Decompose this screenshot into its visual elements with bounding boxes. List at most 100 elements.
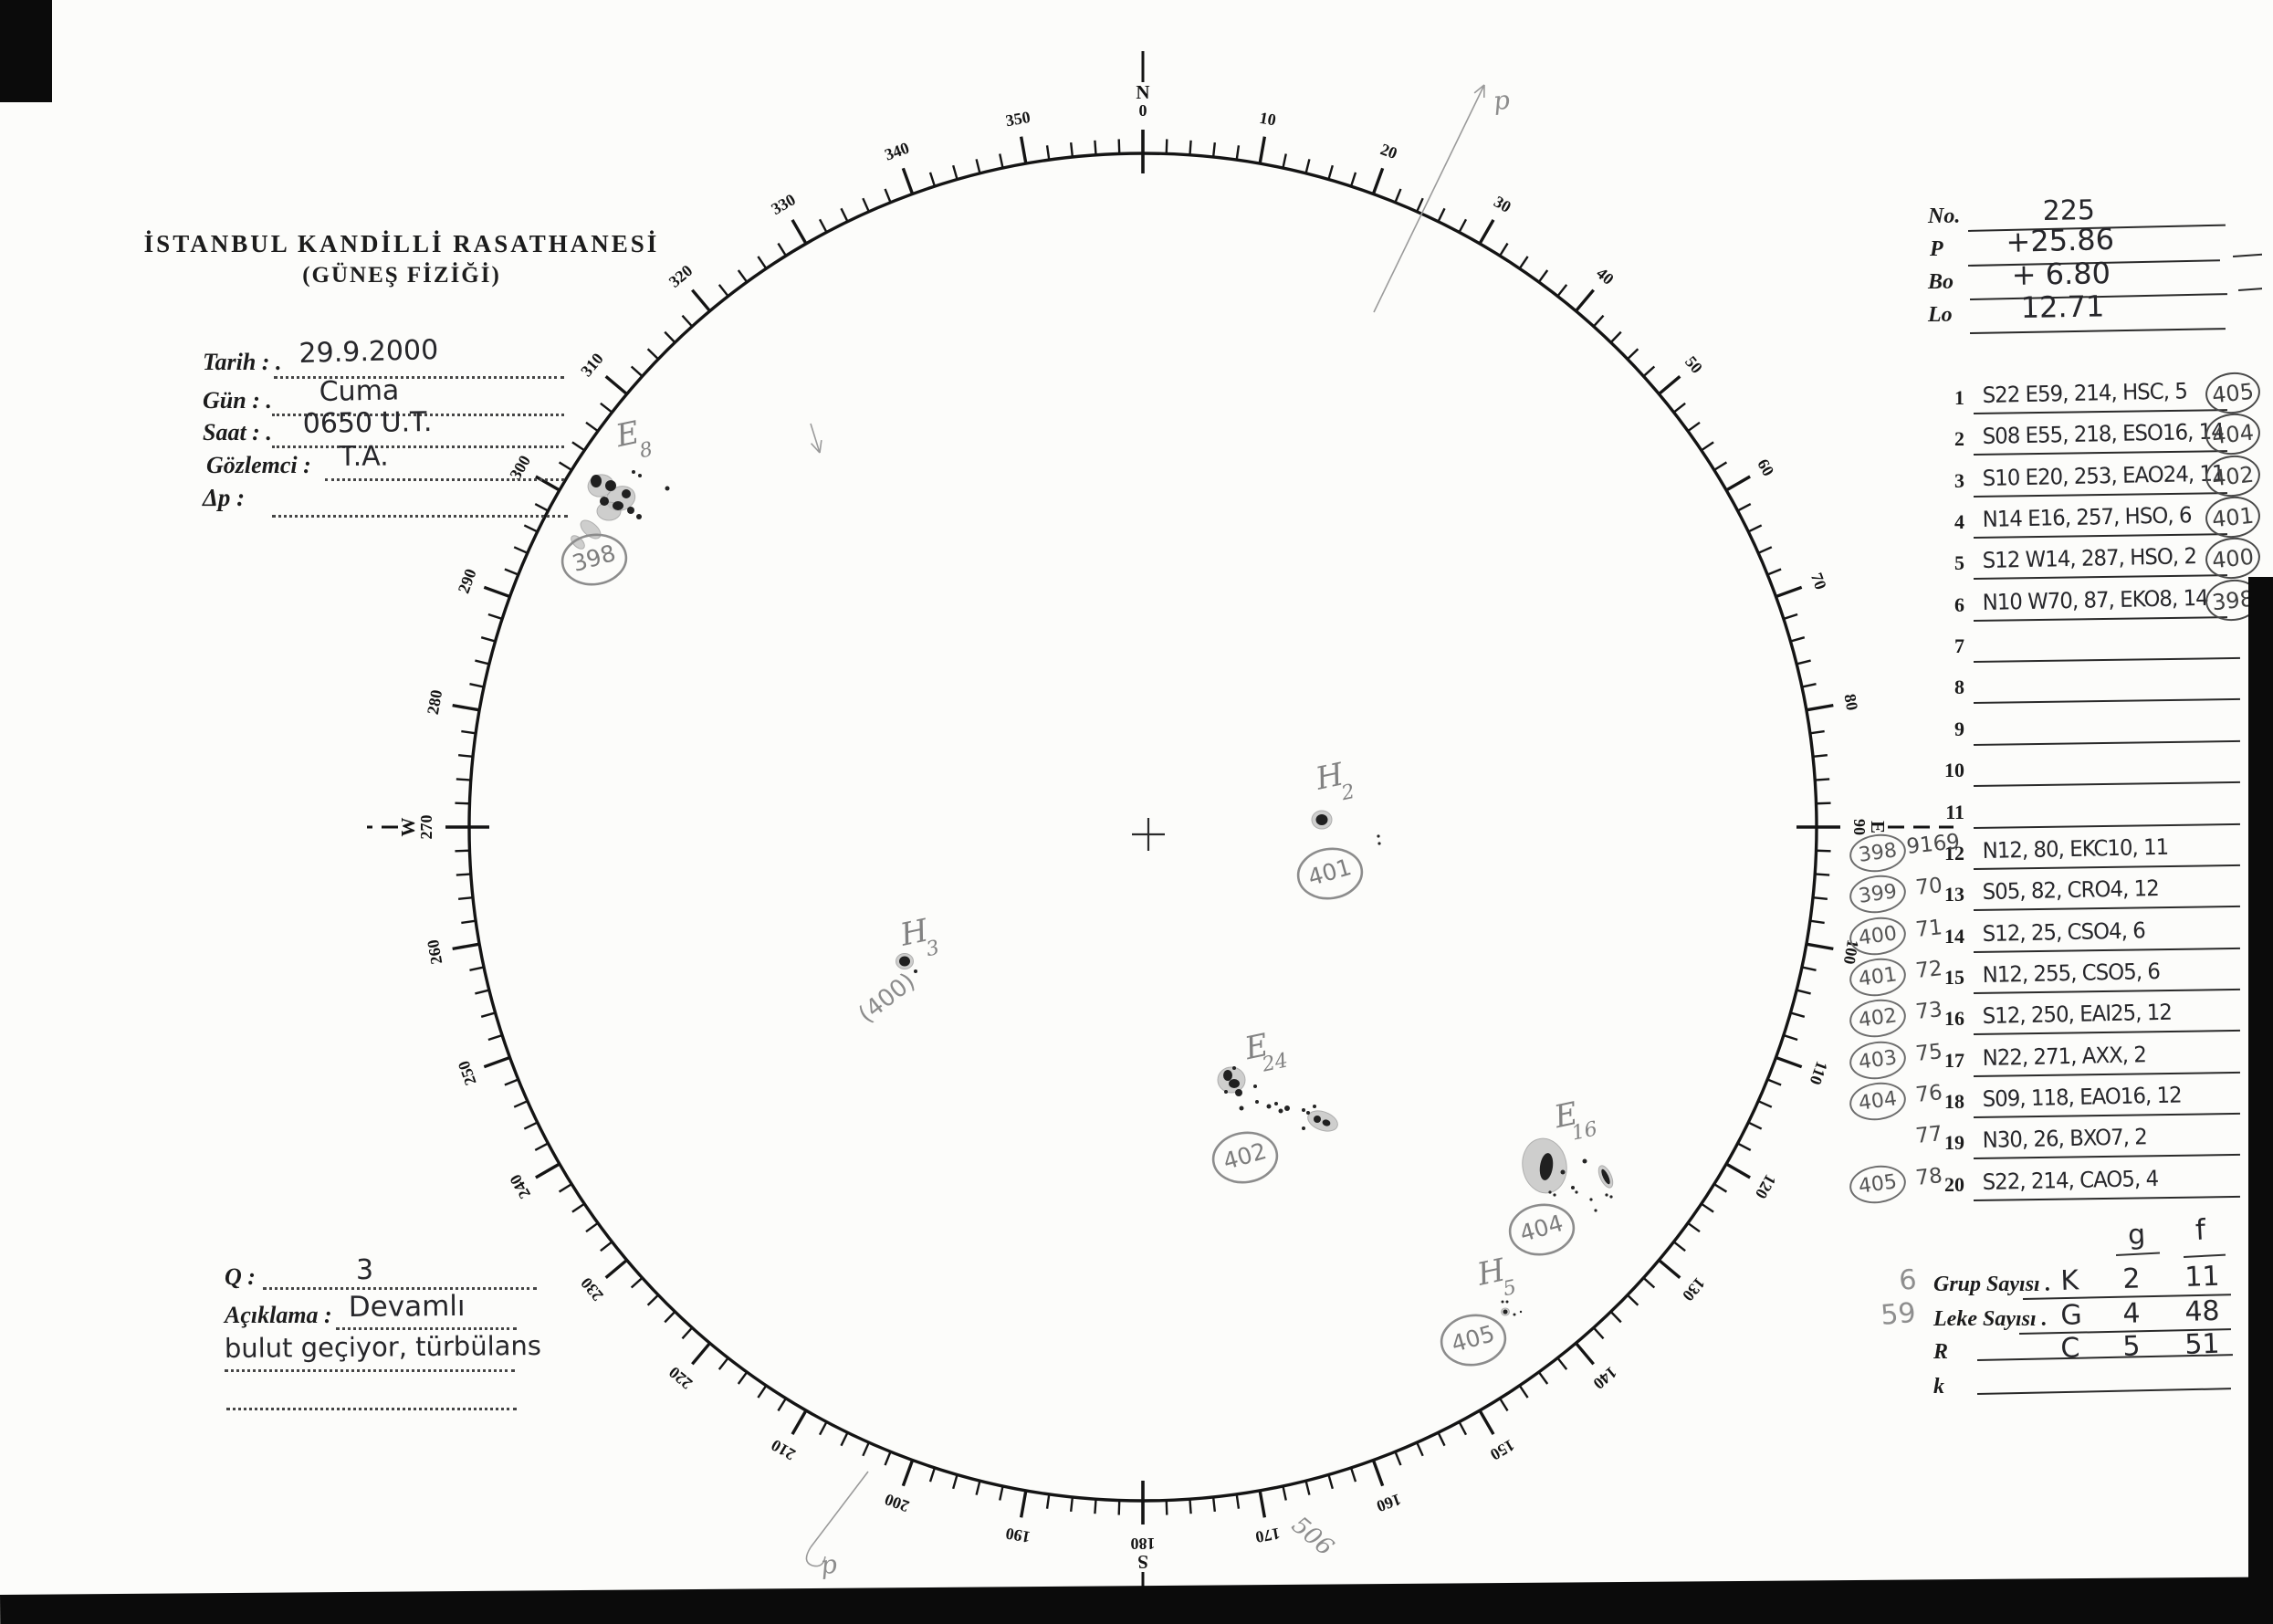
dial-tick	[1258, 136, 1267, 164]
dial-tick	[1757, 546, 1773, 554]
spot-dot	[1278, 1108, 1283, 1114]
spot-dot	[1594, 1209, 1597, 1212]
dp-label: Δp :	[203, 484, 246, 511]
dial-tick	[458, 896, 474, 901]
dial-tick	[664, 1311, 676, 1324]
spot-dot	[1582, 1158, 1587, 1164]
remarks-line-3	[226, 1408, 517, 1410]
dial-tick	[1258, 1490, 1267, 1518]
dial-tick	[1642, 1276, 1656, 1289]
dial-tick	[504, 568, 519, 576]
dial-tick	[456, 873, 471, 876]
spot-dot	[1553, 1193, 1556, 1197]
sunspot-group-402	[1211, 1066, 1338, 1184]
dial-degree-label: 190	[1004, 1524, 1032, 1546]
dial-tick	[901, 167, 915, 195]
dial-cardinal-letter: W	[397, 818, 419, 837]
umbra	[1539, 1153, 1554, 1180]
spot-dot	[1239, 1105, 1244, 1111]
pencil-arrowhead	[810, 443, 821, 454]
dial-tick	[952, 164, 958, 180]
group-number-circle	[1508, 1203, 1576, 1256]
dial-tick	[1609, 330, 1622, 343]
dial-tick	[585, 421, 599, 433]
spot-dot	[1274, 1102, 1278, 1105]
dial-tick	[1658, 1259, 1681, 1279]
dial-tick	[1701, 441, 1714, 452]
p-value: +25.86	[2006, 221, 2115, 259]
dp-line	[272, 515, 568, 518]
group-designation-subscript: 2	[1338, 781, 1356, 806]
dial-tick	[469, 966, 485, 971]
spot-dot	[1571, 1186, 1575, 1189]
dial-tick	[1806, 703, 1834, 712]
dial-tick	[1796, 659, 1811, 665]
observer-value: T.A.	[339, 440, 389, 473]
dial-tick	[483, 585, 511, 599]
no-label: No.	[1928, 204, 1961, 228]
umbra	[1322, 1119, 1331, 1126]
dial-degree-label: 50	[1681, 352, 1706, 377]
dial-tick	[1757, 1100, 1773, 1108]
remarks-value: Devamlı	[348, 1289, 466, 1324]
date-line	[274, 376, 564, 379]
spot-dot	[1501, 1300, 1504, 1304]
dial-tick	[1045, 145, 1051, 161]
spot-dot	[1224, 1090, 1228, 1094]
dial-degree-label: 80	[1840, 693, 1861, 712]
dial-tick	[1282, 153, 1287, 169]
dial-tick	[1642, 365, 1656, 378]
bo-label: Bo	[1928, 270, 1954, 294]
dial-tick	[469, 683, 485, 688]
spot-dot	[1284, 1105, 1290, 1111]
remarks-line-2	[225, 1369, 515, 1372]
dial-tick	[1537, 1371, 1549, 1385]
day-label: Gün : .	[203, 387, 272, 414]
dial-tick	[901, 1459, 915, 1487]
dial-tick	[1592, 314, 1605, 328]
dial-cardinal-letter: S	[1137, 1551, 1148, 1573]
umbra	[1314, 1116, 1321, 1123]
spot-dot	[1313, 1105, 1316, 1108]
group-number-circle	[560, 533, 628, 586]
dial-tick	[1790, 1011, 1806, 1018]
umbra	[1223, 1070, 1232, 1081]
dial-tick	[1809, 919, 1825, 925]
spot-dot	[1255, 1100, 1259, 1104]
spot-dot	[1266, 1104, 1272, 1109]
dial-tick	[1045, 1493, 1051, 1509]
dial-tick	[664, 330, 676, 343]
group-designation-subscript: 3	[924, 937, 941, 961]
dial-tick	[455, 802, 470, 805]
dial-tick	[1737, 502, 1752, 512]
group-designation: E	[612, 414, 643, 456]
umbra	[1601, 1168, 1610, 1185]
spot-dot	[1377, 842, 1381, 845]
dial-degree-label: 10	[1258, 109, 1277, 130]
dial-tick	[1416, 1441, 1424, 1457]
dial-degree-label: 310	[577, 350, 607, 381]
summary-col-f: f	[2194, 1213, 2206, 1247]
sunspot-group-400	[896, 953, 917, 973]
lo-value: 12.71	[2020, 288, 2105, 325]
group-number-circle	[1440, 1314, 1507, 1367]
dial-tick	[1235, 145, 1241, 161]
dial-tick	[1117, 139, 1121, 154]
dial-tick	[1796, 989, 1811, 995]
dial-degree-label: 30	[1491, 193, 1514, 216]
umbra	[899, 956, 910, 967]
dial-tick	[757, 256, 768, 269]
dial-tick	[1416, 197, 1424, 213]
group-number-circle	[1296, 847, 1364, 900]
dial-degree-label: 100	[1840, 938, 1862, 966]
dial-tick	[452, 703, 480, 712]
dial-tick	[1437, 1431, 1446, 1447]
dial-tick	[523, 524, 539, 533]
group-number: 404	[1517, 1210, 1566, 1247]
dial-tick	[1019, 136, 1028, 164]
dial-tick	[928, 1467, 937, 1483]
dial-tick	[1189, 140, 1192, 155]
dial-tick	[1783, 1033, 1798, 1042]
dial-tick	[571, 1202, 585, 1213]
dial-degree-label: 240	[506, 1171, 534, 1201]
